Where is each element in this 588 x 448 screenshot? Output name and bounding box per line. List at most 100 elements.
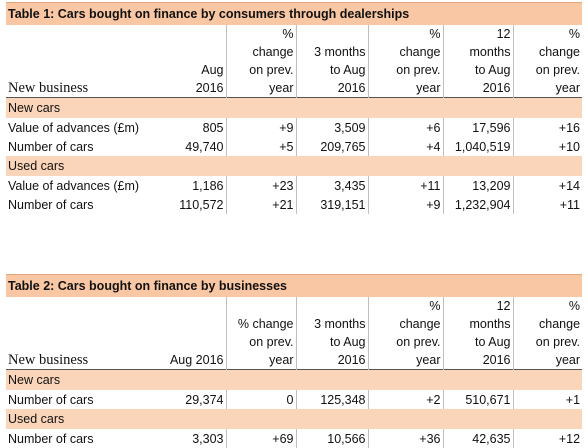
table-business-finance: Table 2: Cars bought on finance by busin… <box>6 274 583 448</box>
column-header-line: 2016 <box>482 81 511 95</box>
column-header-line: 2016 <box>195 81 224 95</box>
table-cell: +21 <box>225 195 296 214</box>
column-header-line: % <box>282 27 294 41</box>
section-row: New cars <box>6 369 583 390</box>
section-row: Used cars <box>6 409 583 429</box>
table-cell: 13,209 <box>442 176 513 195</box>
table-cell: 805 <box>202 120 224 135</box>
table-title-row: Table 1: Cars bought on finance by consu… <box>6 2 582 25</box>
column-header-line: to Aug <box>330 63 366 77</box>
column-header-line: year <box>269 81 294 95</box>
table-cell: +23 <box>225 176 296 195</box>
column-header-line: on prev. <box>535 63 580 77</box>
row-label: Number of cars <box>8 197 94 212</box>
column-header-line: year <box>555 353 581 367</box>
column-header-line: Aug <box>201 63 224 77</box>
column-header-line: to Aug <box>475 335 511 349</box>
column-header-line: on prev. <box>535 335 581 349</box>
table-cell: 3,435 <box>295 176 368 195</box>
column-header: % change on prev. year <box>367 25 443 98</box>
row-label: Number of cars <box>8 392 94 407</box>
column-header: 12 months to Aug 2016 <box>442 297 513 370</box>
table-title-row: Table 2: Cars bought on finance by busin… <box>6 274 583 297</box>
table-row: Number of cars 29,374 0 125,348 +2 510,671 +1 <box>6 390 583 409</box>
column-header: % change on prev. year <box>225 25 296 98</box>
table-row: Number of cars 49,740 +5 209,765 +4 1,040,519… <box>6 137 582 156</box>
table-cell: 0 <box>225 390 296 409</box>
table-cell: +36 <box>367 429 443 448</box>
column-header-line: on prev. <box>396 335 441 349</box>
table-cell: 3,509 <box>295 118 368 137</box>
table-cell: 49,740 <box>185 139 224 154</box>
column-header: Aug 2016 <box>134 297 226 370</box>
table-header-row: New business Aug 2016% change on prev. year… <box>6 297 583 370</box>
column-header-line: Aug 2016 <box>169 353 224 367</box>
column-header-line: 2016 <box>337 81 366 95</box>
section-label: Used cars <box>6 156 582 176</box>
table-title: Table 1: Cars bought on finance by consu… <box>6 2 582 25</box>
column-header-line: % change <box>237 317 294 331</box>
table-cell: +4 <box>367 137 443 156</box>
table-cell: 510,671 <box>442 390 513 409</box>
table-cell: +2 <box>367 390 443 409</box>
column-header-line: change <box>252 45 294 59</box>
column-header-line: change <box>399 317 441 331</box>
table-row: Value of advances (£m) 1,186 +23 3,435 +11 13… <box>6 176 582 195</box>
table-row: Number of cars 3,303 +69 10,566 +36 42,635 +12 <box>6 429 583 448</box>
column-header: % change on prev. year <box>512 25 582 98</box>
column-header-line: change <box>539 317 581 331</box>
table-cell: 42,635 <box>442 429 513 448</box>
column-header: 12 months to Aug 2016 <box>442 25 513 98</box>
column-header: Aug 2016 <box>164 25 226 98</box>
table-cell: 1,232,904 <box>442 195 513 214</box>
row-label: Value of advances (£m) <box>8 178 140 193</box>
table-cell: +5 <box>225 137 296 156</box>
table-cell: 319,151 <box>295 195 368 214</box>
column-header-line: % <box>429 299 441 313</box>
column-header-line: year <box>269 353 294 367</box>
table-header-row: New business Aug 2016% change on prev. year 3 … <box>6 25 582 98</box>
column-header: 3 months to Aug 2016 <box>295 25 368 98</box>
table-cell: 29,374 <box>185 392 224 407</box>
table-cell: +9 <box>225 118 296 137</box>
column-header-line: year <box>555 81 580 95</box>
column-header-line: year <box>416 353 441 367</box>
table-cell: 125,348 <box>295 390 368 409</box>
row-label: Value of advances (£m) <box>8 120 140 135</box>
table-cell: +14 <box>512 176 582 195</box>
column-header-line: on prev. <box>249 63 294 77</box>
column-header-line: 3 months <box>314 317 366 331</box>
table-cell: 1,186 <box>192 178 224 193</box>
section-label: Used cars <box>6 409 583 429</box>
column-header: 3 months to Aug 2016 <box>295 297 368 370</box>
table-cell: 17,596 <box>442 118 513 137</box>
column-header-line: 12 <box>496 27 511 41</box>
column-header-line: 12 <box>496 299 511 313</box>
table-cell: +9 <box>367 195 443 214</box>
section-row: New cars <box>6 97 582 118</box>
column-header-line: 2016 <box>337 353 366 367</box>
table-cell: +12 <box>512 429 583 448</box>
row-header-label: New business <box>8 80 89 96</box>
column-header-line: % <box>568 299 581 313</box>
row-label: Number of cars <box>8 431 94 446</box>
table-row: Number of cars 110,572 +21 319,151 +9 1,232,9… <box>6 195 582 214</box>
column-header-line: % <box>429 27 441 41</box>
table-cell: 209,765 <box>295 137 368 156</box>
table-cell: +69 <box>225 429 296 448</box>
column-header-line: to Aug <box>475 63 511 77</box>
table-cell: +10 <box>512 137 582 156</box>
table-row: Value of advances (£m) 805 +9 3,509 +6 17,596… <box>6 118 582 137</box>
table-cell: +11 <box>512 195 582 214</box>
table-cell: +6 <box>367 118 443 137</box>
column-header: % change on prev. year <box>367 297 443 370</box>
row-header-label: New business <box>8 352 89 368</box>
column-header-line: year <box>416 81 441 95</box>
section-row: Used cars <box>6 156 582 176</box>
section-label: New cars <box>6 97 582 118</box>
column-header-line: to Aug <box>330 335 366 349</box>
column-header-line: change <box>538 45 580 59</box>
table-cell: +11 <box>367 176 443 195</box>
column-header-line: on prev. <box>249 335 294 349</box>
column-header-line: months <box>469 45 511 59</box>
